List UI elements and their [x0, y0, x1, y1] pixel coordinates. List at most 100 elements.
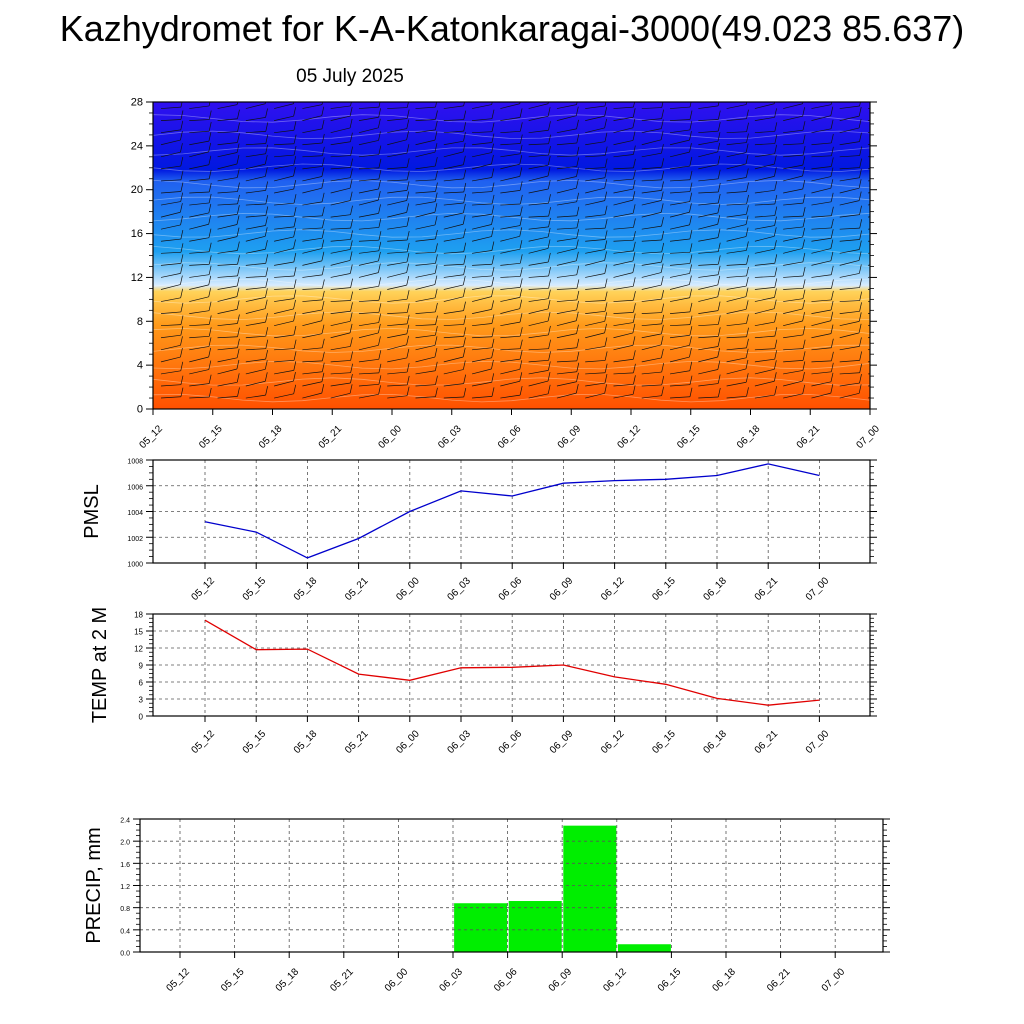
- wind-barb-flag: [462, 287, 466, 297]
- y-tick-label: 24: [131, 140, 143, 152]
- wind-barb-flag: [491, 154, 494, 165]
- wind-barb: [754, 203, 775, 206]
- wind-barb: [330, 214, 351, 218]
- wind-barb: [783, 360, 804, 363]
- wind-barb: [641, 200, 662, 206]
- wind-barb-flag: [830, 106, 834, 116]
- wind-barb-flag: [689, 254, 693, 264]
- wind-barb-flag: [830, 192, 834, 202]
- wind-barb: [839, 273, 860, 278]
- wind-barb-flag: [406, 119, 410, 129]
- plot-frame: [139, 818, 884, 953]
- wind-barb-flag: [859, 168, 862, 178]
- wind-barb: [698, 284, 718, 290]
- wind-barb: [500, 287, 521, 290]
- wind-barb-flag: [661, 348, 664, 359]
- wind-barb-flag: [406, 109, 410, 119]
- wind-barb-flag: [350, 219, 353, 229]
- wind-barb-flag: [293, 252, 297, 263]
- wind-barb-flag: [434, 120, 438, 130]
- wind-barb-flag: [661, 158, 665, 168]
- wind-barb-flag: [378, 303, 382, 313]
- wind-barb: [867, 348, 870, 351]
- wind-barb: [471, 296, 492, 302]
- wind-barb-flag: [830, 300, 834, 311]
- wind-barb-flag: [322, 279, 325, 289]
- wind-barb-flag: [547, 166, 551, 177]
- wind-barb: [415, 344, 436, 351]
- wind-barb: [415, 106, 436, 109]
- wind-barb-flag: [265, 327, 269, 337]
- wind-barb: [358, 383, 379, 387]
- wind-barb: [726, 285, 747, 290]
- wind-barb: [443, 237, 464, 242]
- wind-barb: [783, 287, 804, 290]
- wind-barb-flag: [604, 205, 608, 215]
- x-tick-label: 06_18: [711, 966, 739, 994]
- wind-barb: [443, 105, 464, 109]
- wind-barb: [585, 392, 605, 399]
- wind-barb: [443, 202, 464, 206]
- wind-barb: [698, 202, 719, 206]
- wind-barb: [443, 151, 464, 158]
- y-tick-label: 1002: [127, 536, 143, 543]
- contour-line: [153, 344, 870, 353]
- wind-barb: [387, 251, 408, 254]
- wind-barb: [585, 200, 605, 206]
- wind-barb: [528, 164, 549, 170]
- wind-barb-flag: [350, 278, 353, 288]
- wind-barb-flag: [265, 288, 268, 298]
- wind-barb-flag: [660, 203, 664, 213]
- x-tick-label: 05_21: [343, 575, 371, 603]
- wind-barb: [528, 248, 549, 254]
- wind-barb-flag: [802, 299, 805, 310]
- wind-barb-flag: [321, 239, 325, 249]
- wind-barb: [500, 308, 520, 314]
- wind-barb-flag: [264, 155, 268, 165]
- wind-barb: [500, 117, 521, 121]
- wind-barb-flag: [237, 387, 240, 397]
- contour-line: [153, 311, 870, 321]
- wind-barb: [274, 236, 294, 242]
- wind-barb: [500, 176, 520, 182]
- wind-barb-flag: [434, 192, 438, 202]
- x-tick-label: 06_12: [599, 575, 627, 603]
- wind-barb-flag: [576, 362, 580, 372]
- wind-barb-flag: [491, 182, 495, 192]
- wind-barb: [783, 164, 803, 170]
- wind-barb: [811, 201, 832, 206]
- wind-barb-flag: [831, 146, 834, 156]
- wind-barb-flag: [689, 215, 692, 225]
- wind-barb-flag: [689, 192, 693, 202]
- wind-barb: [217, 296, 238, 302]
- wind-barb-flag: [293, 217, 297, 227]
- wind-barb-flag: [406, 217, 410, 227]
- wind-barb: [641, 371, 662, 375]
- wind-barb: [867, 143, 870, 146]
- wind-barb: [302, 320, 322, 327]
- wind-barb: [302, 360, 323, 363]
- wind-barb: [556, 104, 577, 109]
- wind-barb-flag: [576, 372, 579, 382]
- wind-barb-flag: [208, 102, 211, 107]
- wind-barb: [330, 187, 351, 194]
- wind-barb: [189, 151, 209, 158]
- wind-barb-flag: [632, 385, 636, 395]
- wind-barb: [330, 346, 351, 351]
- wind-barb: [726, 191, 747, 194]
- wind-barb-flag: [888, 375, 890, 384]
- wind-barb: [387, 284, 407, 290]
- wind-barb-flag: [208, 132, 212, 142]
- wind-barb: [358, 213, 379, 218]
- wind-barb-flag: [773, 227, 777, 237]
- wind-barb: [274, 308, 294, 314]
- wind-barb: [160, 263, 181, 266]
- wind-barb-flag: [237, 122, 240, 132]
- wind-barb: [867, 385, 870, 387]
- wind-barb: [556, 176, 577, 182]
- wind-barb: [443, 178, 464, 182]
- wind-barb: [330, 141, 351, 146]
- wind-barb-flag: [293, 361, 297, 371]
- x-tick-label: 06_09: [548, 575, 576, 603]
- wind-barb-flag: [689, 375, 693, 385]
